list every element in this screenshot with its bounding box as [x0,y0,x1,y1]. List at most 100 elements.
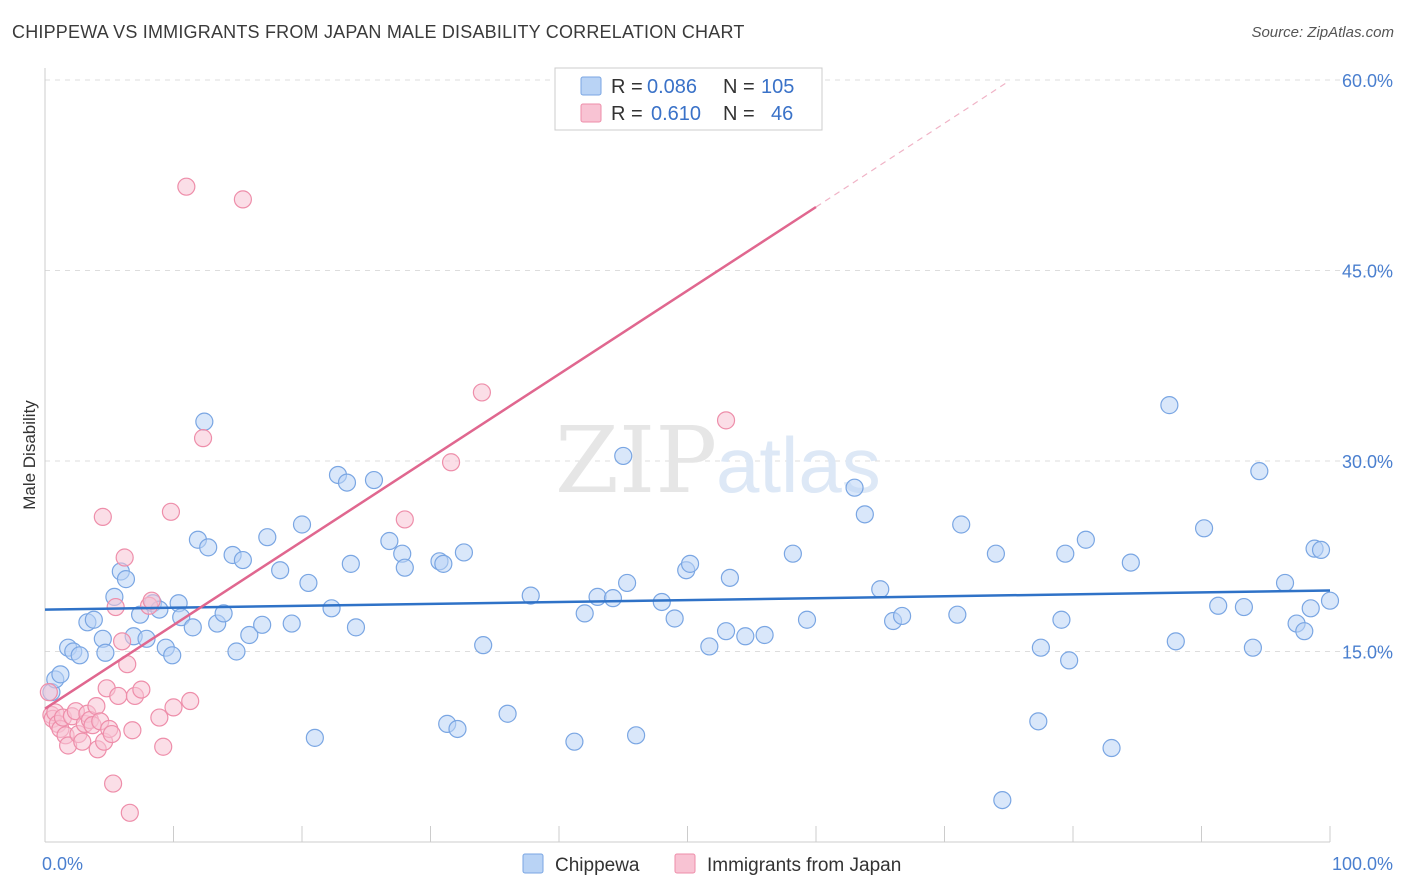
chippewa-point [565,732,584,751]
chippewa-point [183,618,202,637]
legend: R = 0.086 N = 105 R = 0.610 N = 46 [554,67,823,131]
japan-point [441,453,461,472]
legend-r-label: R = [611,103,643,125]
chippewa-point [163,646,182,665]
chippewa-point [783,544,802,563]
chippewa-point [665,609,684,628]
y-tick-label: 60.0% [1342,71,1393,91]
chippewa-point [1031,638,1050,657]
japan-point [73,732,92,751]
trend-lines [44,80,1331,710]
chippewa-point [227,642,246,661]
chippewa-trend-line [44,589,1331,611]
chippewa-point [1076,530,1095,549]
chippewa-point [1275,573,1295,593]
japan-point [102,724,121,744]
chippewa-point [51,665,70,684]
y-tick-label: 15.0% [1342,643,1393,663]
x-tick-label: 0.0% [42,854,83,874]
chippewa-point [855,505,874,524]
chart-title: CHIPPEWA VS IMMIGRANTS FROM JAPAN MALE D… [12,22,745,42]
legend-n-value: 46 [771,103,793,125]
chippewa-point [797,610,817,629]
chippewa-point [1311,540,1331,560]
japan-point [193,429,213,448]
chippewa-point [84,610,103,629]
chippewa-point [1166,632,1185,651]
chippewa-point [434,554,453,573]
chippewa-point [346,618,366,637]
chippewa-point [448,719,467,739]
chippewa-point [240,625,259,645]
bottom-legend-label-chippewa: Chippewa [555,855,640,876]
chippewa-point [498,704,517,723]
japan-point [120,803,139,822]
bottom-legend-label-japan: Immigrants from Japan [707,855,901,876]
chippewa-point [1234,597,1254,617]
chippewa-point [618,573,637,593]
japan-point [181,691,200,711]
chippewa-point [716,622,736,641]
japan-point [115,548,134,567]
chippewa-point [70,646,89,665]
chippewa-point [258,528,277,547]
japan-trend-extension [815,80,1010,208]
chippewa-point [195,412,214,431]
chippewa-point [986,544,1006,563]
japan-point [106,597,125,617]
chippewa-point [214,604,233,623]
chippewa-point [1052,610,1071,629]
japan-point [87,697,106,716]
chippewa-point [680,554,700,573]
legend-swatch-japan [580,103,602,123]
japan-point [112,632,132,651]
japan-point [154,737,173,756]
japan-point [132,680,151,699]
japan-point [109,686,128,706]
chippewa-point [380,531,399,551]
chippewa-point [1056,544,1075,563]
chippewa-point [1060,651,1079,670]
japan-point [142,591,161,610]
chippewa-point [395,558,414,577]
chippewa-point [626,726,646,745]
chippewa-point [1194,519,1214,538]
chippewa-point [137,629,156,648]
chippewa-point [575,604,594,623]
legend-r-value: 0.610 [651,103,701,125]
chippewa-point [337,473,357,492]
japan-point [104,774,123,793]
chippewa-point [341,554,360,573]
chippewa-point [233,550,252,570]
chippewa-point [1209,596,1228,615]
chippewa-point [1102,738,1121,758]
chippewa-point [1121,553,1140,572]
chippewa-point [1295,622,1314,641]
chippewa-point [1250,462,1269,481]
japan-point [164,698,183,717]
legend-r-label: R = [611,76,643,98]
japan-point [93,507,112,526]
chippewa-point [292,515,312,534]
watermark-zip: ZIP [555,407,717,514]
legend-n-value: 105 [761,76,794,98]
japan-point [177,177,196,196]
y-tick-label: 45.0% [1342,262,1393,282]
chippewa-point [845,478,864,497]
japan-point [123,721,142,740]
legend-r-value: 0.086 [647,76,697,98]
chippewa-point [364,470,384,490]
x-tick-label: 100.0% [1332,854,1393,874]
japan-point [716,411,736,430]
chippewa-point [322,599,341,618]
chippewa-point [1301,599,1320,618]
chippewa-point [993,790,1012,810]
chippewa-point [588,587,607,606]
bottom-legend-swatch-chippewa [522,853,544,874]
chippewa-point [1029,712,1048,731]
tick-labels: 15.0% 30.0% 45.0% 60.0% 0.0% 100.0% [42,71,1393,874]
japan-point [150,708,169,727]
chippewa-point [892,606,912,626]
chippewa-point [755,625,774,645]
y-axis-label: Male Disability [20,400,39,510]
